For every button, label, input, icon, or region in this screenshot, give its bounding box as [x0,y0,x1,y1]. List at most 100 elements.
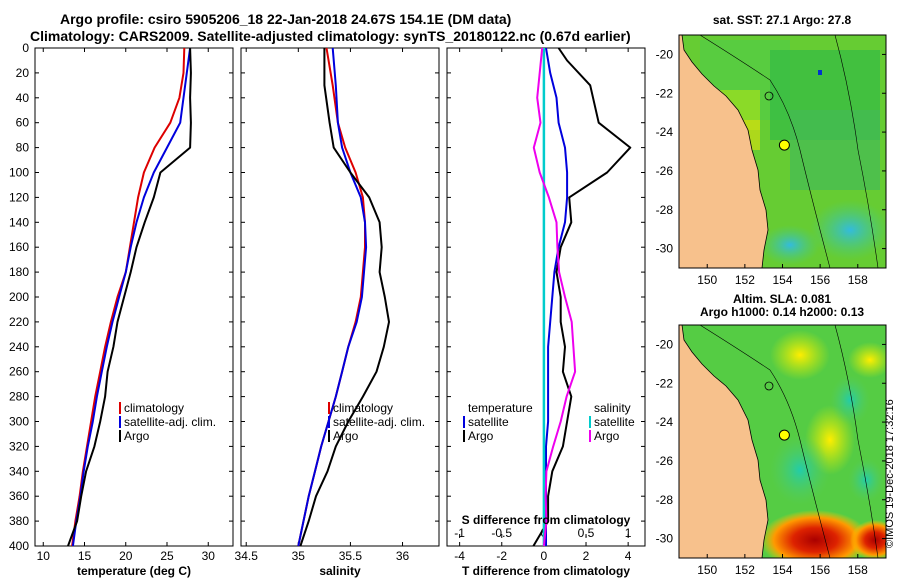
lat-tick-label: -28 [656,203,674,217]
sst-map [679,35,886,268]
temperature-xlabel: temperature (deg C) [77,564,191,578]
sst-patch [790,110,880,190]
sst-cool-patch [760,225,820,265]
temperature-panel [34,47,234,547]
series-satellite-adj-clim- [297,47,368,547]
depth-tick-label: 120 [9,190,29,204]
sla-eddy-warm [850,520,886,558]
sla-map-title-2: Argo h1000: 0.14 h2000: 0.13 [700,305,864,319]
lon-tick-label: 154 [772,273,792,287]
series-s-argo [532,47,577,547]
x-tick-label: 15 [78,549,92,563]
sla-map [679,325,886,558]
temperature-legend: climatology satellite-adj. clim. Argo [119,401,216,443]
depth-tick-label: 340 [9,464,29,478]
difference-xlabel: T difference from climatology [462,564,630,578]
temperature-plot: 10 15 20 25 30 [37,47,216,563]
sla-eddy-warm [760,510,870,558]
sst-land [679,35,769,268]
lat-tick-label: -26 [656,454,674,468]
depth-tick-label: 100 [9,166,29,180]
x-tick-label: 36 [396,549,410,563]
depth-tick-label: 140 [9,215,29,229]
lat-tick-label: -28 [656,493,674,507]
s-tick-label: 0.5 [578,526,595,540]
legend-salinity-heading: salinity [594,401,631,415]
salinity-panel [240,47,440,547]
depth-tick-label: 320 [9,439,29,453]
salinity-legend: climatology satellite-adj. clim. Argo [328,401,425,443]
salinity-xlabel: salinity [319,564,361,578]
x-tick-label: 25 [160,549,174,563]
series-argo [67,47,192,547]
s-tick-label: 1 [625,526,632,540]
argo-float-marker [778,139,790,151]
lon-tick-label: 152 [735,273,755,287]
sla-contour [834,325,879,558]
legend-t-argo: Argo [468,429,494,443]
x-tick-label: 2 [583,549,590,563]
legend-t-satellite: satellite [468,415,509,429]
difference-legend: temperature satellite Argo salinity sate… [463,401,635,443]
sst-cool-patch [810,200,886,260]
x-tick-label: 10 [37,549,51,563]
legend-satellite: satellite-adj. clim. [124,415,216,429]
depth-tick-label: 40 [16,91,30,105]
legend-climatology: climatology [124,401,184,415]
x-tick-label: 34.5 [235,549,259,563]
sst-reef [764,91,774,101]
sla-low [830,375,870,425]
depth-tick-label: 360 [9,489,29,503]
series-t-argo [532,47,632,547]
x-tick-label: 35 [292,549,306,563]
x-tick-label: 20 [119,549,133,563]
salinity-plot: 34.5 35 35.5 36 [235,47,410,563]
sla-high [848,342,886,378]
sst-cloud-pixel [818,70,822,75]
legend-temperature-heading: temperature [468,401,533,415]
s-tick-label: -1 [454,526,465,540]
depth-tick-label: 160 [9,240,29,254]
sst-shelf-contour [699,35,831,268]
depth-tick-label: 60 [16,116,30,130]
lon-tick-label: 158 [848,273,868,287]
lat-tick-label: -24 [656,415,674,429]
depth-tick-label: 80 [16,141,30,155]
title-line-1: Argo profile: csiro 5905206_18 22-Jan-20… [60,11,511,27]
title-line-2: Climatology: CARS2009. Satellite-adjuste… [30,28,631,44]
s-tick-label: -0.5 [491,526,512,540]
x-tick-label: -2 [496,549,507,563]
x-tick-label: -4 [454,549,465,563]
lat-tick-label: -24 [656,125,674,139]
sla-reef [764,381,774,391]
x-tick-label: 4 [625,549,632,563]
lon-tick-label: 156 [810,273,830,287]
x-tick-label: 30 [202,549,216,563]
sla-low [770,435,830,505]
lat-tick-label: -20 [656,47,674,61]
series-satellite-adj-clim- [71,47,192,547]
depth-tick-label: 380 [9,514,29,528]
sst-contour [834,35,879,268]
sla-land [679,325,769,558]
lat-tick-label: -22 [656,86,674,100]
sla-map-axes: 150 152 154 156 158 -20 -22 -24 -26 -28 -30 [656,337,886,577]
depth-tick-label: 0 [22,41,29,55]
depth-tick-label: 400 [9,539,29,553]
depth-tick-label: 180 [9,265,29,279]
depth-tick-label: 220 [9,315,29,329]
x-tick-label: 0 [541,549,548,563]
legend-s-argo: Argo [594,429,620,443]
depth-tick-label: 300 [9,415,29,429]
depth-tick-label: 200 [9,290,29,304]
depth-tick-label: 280 [9,390,29,404]
legend-climatology: climatology [333,401,393,415]
lon-tick-label: 150 [697,563,717,577]
legend-s-satellite: satellite [594,415,635,429]
legend-argo: Argo [333,429,359,443]
lat-tick-label: -20 [656,337,674,351]
s-difference-label: S difference from climatology [462,513,631,527]
lat-tick-label: -30 [656,242,674,256]
difference-plot: -4 -2 0 2 4-1 -0.5 0 0.5 1 [454,47,632,563]
